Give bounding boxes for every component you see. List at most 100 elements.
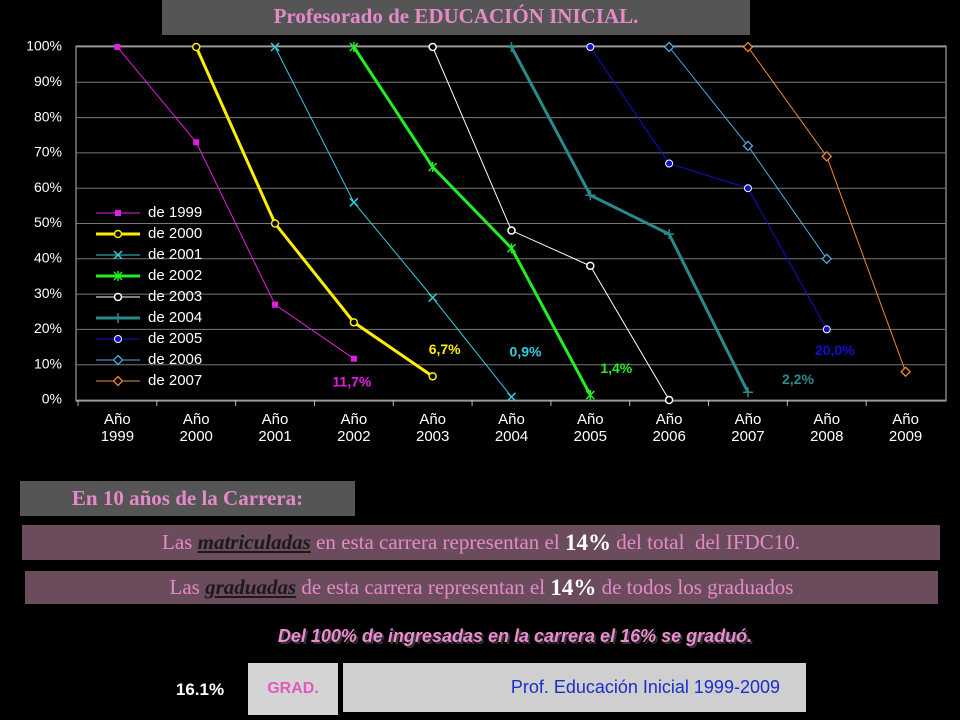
data-point — [506, 42, 517, 52]
series-line — [747, 46, 907, 372]
heading: En 10 años de la Carrera: — [20, 481, 355, 516]
text-segment: 14% — [550, 574, 597, 600]
legend-label: de 2006 — [148, 351, 202, 368]
data-point — [191, 42, 201, 52]
data-label: 20,0% — [815, 342, 855, 358]
x-tick-label: Año 2007 — [731, 411, 765, 445]
data-point — [114, 44, 121, 50]
legend-label: de 2007 — [148, 372, 202, 389]
series-line — [274, 46, 512, 398]
text-segment: 14% — [564, 529, 611, 555]
x-tick-label: Año 1999 — [100, 411, 135, 445]
legend-marker — [113, 313, 123, 323]
legend-label: de 2002 — [148, 267, 202, 284]
data-point — [270, 42, 280, 52]
series-line — [432, 46, 670, 401]
data-point — [428, 372, 437, 381]
series-line — [589, 46, 828, 330]
data-point — [585, 390, 595, 401]
legend-label: de 2005 — [148, 330, 202, 347]
y-tick-label: 80% — [34, 108, 62, 124]
data-point — [349, 42, 359, 52]
data-point — [428, 42, 437, 52]
x-tick-label: Año 2001 — [258, 411, 292, 445]
legend-label: de 2001 — [148, 246, 202, 263]
y-tick-label: 70% — [34, 144, 62, 160]
data-point — [350, 355, 357, 362]
data-point — [822, 325, 831, 334]
data-point — [428, 162, 438, 173]
y-tick-label: 20% — [34, 320, 62, 336]
title-box — [162, 0, 750, 35]
data-point — [193, 139, 200, 146]
data-point — [665, 159, 674, 168]
data-point — [821, 151, 833, 162]
text-segment: matriculadas — [197, 530, 311, 554]
x-tick-label: Año 2002 — [337, 411, 371, 445]
data-point — [586, 261, 595, 271]
data-point — [742, 41, 754, 53]
legend-label: de 1999 — [148, 204, 202, 221]
legend-marker — [115, 210, 121, 216]
y-tick-label: 100% — [26, 38, 62, 54]
data-point — [506, 392, 517, 402]
y-tick-label: 0% — [42, 391, 62, 407]
legend-label: de 2003 — [148, 288, 202, 305]
legend-marker — [114, 335, 122, 343]
data-label: 11,7% — [332, 373, 371, 389]
grad-box: GRAD. — [248, 663, 338, 715]
y-tick-label: 90% — [34, 73, 62, 89]
series-line — [194, 46, 434, 378]
text-segment: del total del IFDC10. — [610, 530, 800, 554]
y-tick-label: 10% — [34, 355, 62, 371]
data-point — [585, 190, 596, 201]
legend-marker — [113, 292, 123, 302]
caption: Prof. Educación Inicial 1999-2009 — [343, 663, 806, 712]
data-point — [664, 229, 675, 240]
data-label: 1,4% — [600, 360, 632, 376]
x-tick-label: Año 2008 — [810, 411, 844, 445]
data-point — [506, 243, 517, 254]
series-line — [352, 46, 592, 396]
x-tick-label: Año 2003 — [415, 411, 450, 445]
data-point — [272, 301, 279, 308]
chart-title: Profesorado de EDUCACIÓN INICIAL. — [274, 4, 639, 28]
text-segment: Las — [169, 575, 206, 599]
data-point — [349, 197, 359, 207]
data-label: 0,9% — [510, 344, 542, 360]
legend-marker — [112, 375, 124, 387]
data-point — [663, 41, 675, 53]
data-point — [742, 387, 753, 398]
data-point — [507, 226, 516, 235]
x-tick-label: Año 2009 — [888, 411, 923, 445]
legend-label: de 2000 — [148, 225, 202, 242]
text-segment: graduadas — [205, 575, 297, 599]
x-tick-label: Año 2006 — [652, 411, 686, 445]
data-label: 2,2% — [782, 371, 814, 387]
legend-marker — [113, 271, 123, 281]
text-segment: en esta carrera representan el — [310, 530, 565, 554]
legend-marker — [113, 250, 123, 260]
y-tick-label: 40% — [34, 250, 62, 266]
data-point — [349, 318, 359, 327]
data-point — [742, 140, 754, 152]
legend-label: de 2004 — [148, 309, 202, 326]
y-tick-label: 30% — [34, 285, 62, 301]
series-line — [510, 46, 750, 393]
x-tick-label: Año 2005 — [573, 411, 607, 445]
legend-marker — [112, 354, 124, 366]
data-point — [664, 395, 674, 405]
data-point — [586, 43, 595, 51]
data-point — [900, 366, 912, 378]
data-point — [428, 293, 438, 303]
y-tick-label: 50% — [34, 214, 62, 230]
data-label: 6,7% — [429, 341, 461, 357]
text-segment: Las — [162, 530, 198, 554]
statement: Las graduadas de esta carrera representa… — [25, 571, 938, 604]
data-point — [270, 219, 280, 228]
legend-marker — [113, 229, 123, 239]
data-point — [821, 253, 833, 265]
percent: 16.1% — [175, 680, 225, 699]
